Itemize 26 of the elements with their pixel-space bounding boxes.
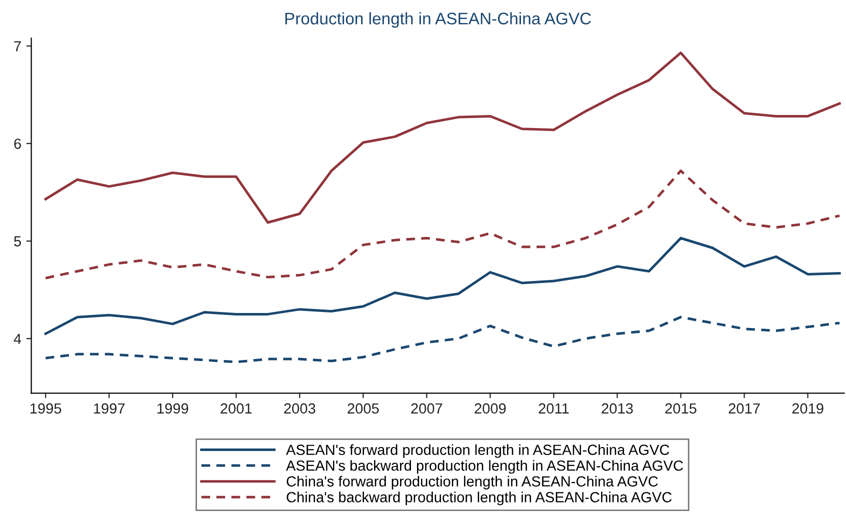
x-tick-label: 1995	[30, 403, 62, 414]
line-series	[44, 170, 841, 280]
y-tick-label: 6	[14, 138, 21, 149]
y-tick-label: 5	[14, 236, 21, 246]
x-tick-label: 2003	[284, 403, 316, 414]
y-tick-label: 7	[14, 41, 21, 52]
x-tick-label: 2017	[728, 403, 760, 414]
line-series	[44, 52, 841, 224]
x-tick-label: 1997	[94, 403, 125, 414]
x-tick-label: 2011	[538, 403, 569, 414]
legend-label: China's backward production length in ASEAN-China AGVC	[286, 492, 672, 506]
x-tick-label: 2001	[220, 403, 252, 414]
x-tick-label: 2015	[665, 403, 696, 414]
x-tick-label: 2007	[411, 403, 442, 414]
x-tick-label: 2005	[348, 403, 379, 414]
chart-title: Production length in ASEAN-China AGVC	[285, 12, 591, 28]
x-tick-label: 2009	[474, 403, 506, 414]
x-tick-label: 2013	[602, 403, 633, 414]
legend-label: ASEAN's forward production length in ASEAN-China AGVC	[286, 444, 670, 458]
legend-label: ASEAN's backward production length in ASEAN-China AGVC	[286, 460, 683, 474]
legend-label: China's forward production length in ASEAN-China AGVC	[286, 476, 658, 490]
x-tick-label: 1999	[158, 403, 188, 414]
line-series	[44, 316, 841, 364]
line-series	[44, 236, 841, 335]
y-tick-label: 4	[14, 334, 22, 344]
x-tick-label: 2019	[792, 403, 824, 414]
